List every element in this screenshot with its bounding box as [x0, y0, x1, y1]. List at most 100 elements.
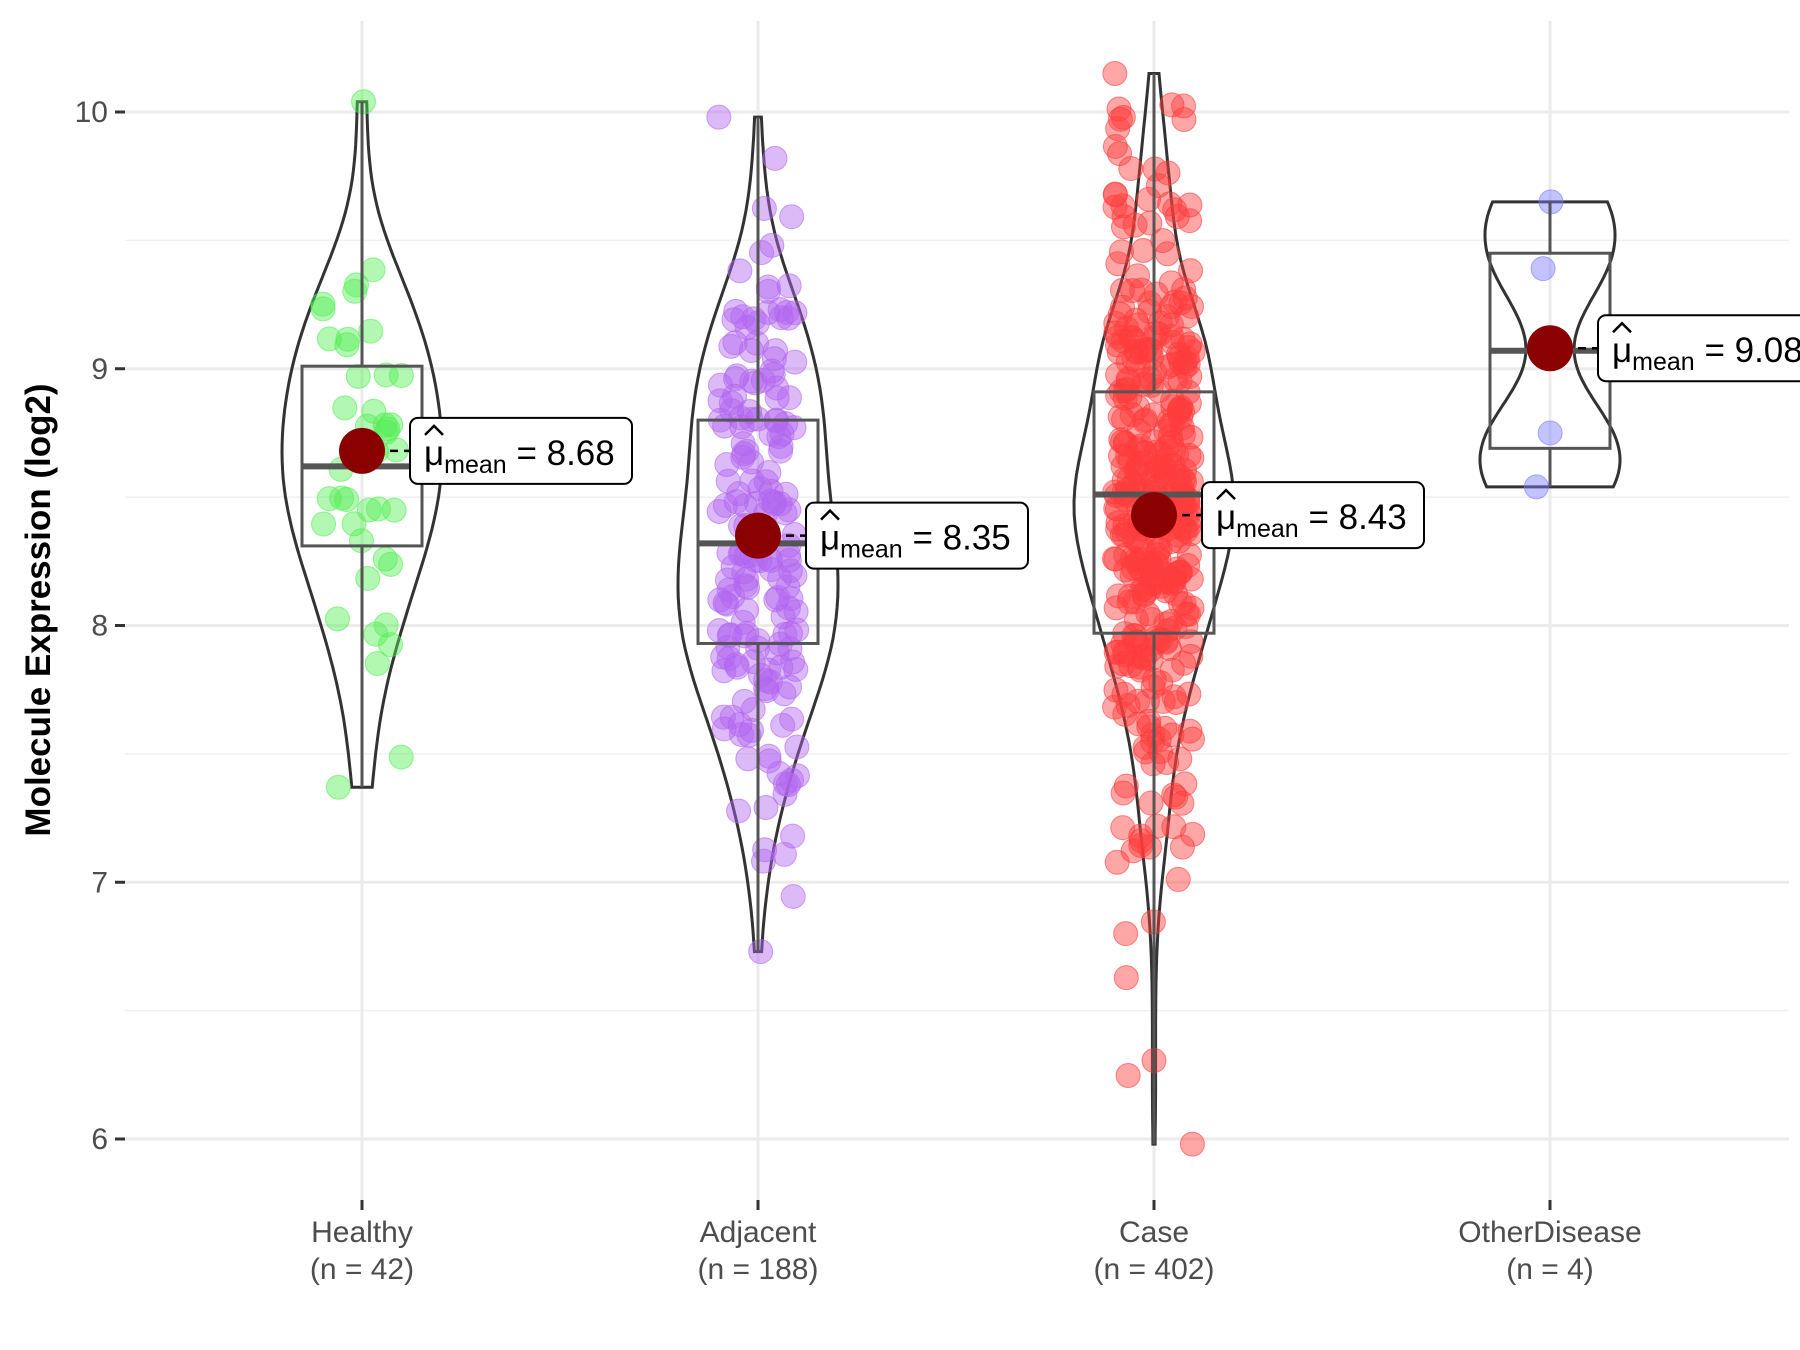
data-point	[358, 318, 384, 344]
data-point	[727, 258, 753, 284]
data-point	[1178, 643, 1204, 669]
data-point	[1130, 238, 1156, 264]
y-tick-label: 10	[75, 96, 108, 129]
data-point	[1105, 116, 1131, 142]
data-point	[1158, 312, 1184, 338]
data-point	[1103, 677, 1129, 703]
data-point	[1171, 650, 1197, 676]
data-point	[1166, 396, 1192, 422]
data-point	[1523, 474, 1549, 500]
data-point	[727, 712, 753, 738]
data-point	[731, 441, 757, 467]
data-point	[776, 305, 802, 331]
data-point	[351, 89, 377, 115]
mean-value: = 9.08	[1695, 331, 1800, 370]
data-point	[1164, 204, 1190, 230]
hat-icon	[424, 424, 444, 436]
data-point	[375, 416, 401, 442]
data-point	[1173, 518, 1199, 544]
y-tick-label: 8	[91, 610, 108, 643]
data-point	[1141, 402, 1167, 428]
data-point	[784, 734, 810, 760]
data-point	[770, 712, 796, 738]
mean-label: μmean = 8.43	[1216, 498, 1407, 543]
data-point	[780, 823, 806, 849]
data-point	[1125, 688, 1151, 714]
data-point	[1105, 583, 1131, 609]
data-point	[1160, 437, 1186, 463]
data-point	[372, 546, 398, 572]
data-point	[748, 939, 774, 965]
data-point	[1163, 581, 1189, 607]
x-tick-label: Healthy	[311, 1216, 413, 1249]
data-point	[1131, 582, 1157, 608]
data-point	[1115, 1062, 1141, 1088]
data-point	[1172, 771, 1198, 797]
data-point	[772, 781, 798, 807]
data-point	[388, 744, 414, 770]
points	[310, 60, 1564, 1157]
data-point	[1180, 821, 1206, 847]
data-point	[1105, 251, 1131, 277]
data-point	[755, 274, 781, 300]
data-point	[373, 612, 399, 638]
data-point	[765, 585, 791, 611]
data-point	[310, 291, 336, 317]
data-point	[345, 363, 371, 389]
violin-healthy	[280, 100, 444, 789]
data-point	[710, 704, 736, 730]
data-point	[1537, 420, 1563, 446]
data-point	[721, 307, 747, 333]
data-point	[1110, 780, 1136, 806]
data-point	[724, 654, 750, 680]
data-point	[1111, 204, 1137, 230]
data-point	[1127, 657, 1153, 683]
data-point	[768, 433, 794, 459]
mean-subscript: mean	[444, 451, 507, 479]
data-point	[718, 333, 744, 359]
data-point	[751, 195, 777, 221]
data-point	[1152, 715, 1178, 741]
data-point	[1113, 773, 1139, 799]
data-point	[1110, 277, 1136, 303]
data-point	[373, 362, 399, 388]
data-point	[734, 597, 760, 623]
data-point	[1139, 564, 1165, 590]
x-tick-label: Case	[1119, 1216, 1189, 1249]
data-point	[706, 618, 732, 644]
mean-label-box	[409, 416, 633, 485]
mean-label-box	[1201, 481, 1425, 550]
data-point	[1123, 629, 1149, 655]
data-point	[335, 326, 361, 352]
data-point	[1124, 339, 1150, 365]
data-point	[1107, 106, 1133, 132]
data-point	[710, 644, 736, 670]
mean-point	[339, 427, 385, 474]
data-point	[1169, 415, 1195, 441]
boxplots	[300, 73, 1612, 1145]
data-point	[747, 476, 773, 502]
data-point	[355, 565, 381, 591]
data-point	[764, 385, 790, 411]
data-point	[1165, 866, 1191, 892]
axes: 6 7 8 9 10 Healthy (n = 42) Adjacent (n = 188) Ca…	[75, 96, 1642, 1286]
data-point	[1159, 92, 1185, 118]
data-point	[1104, 849, 1130, 875]
y-tick-label: 6	[91, 1123, 108, 1156]
data-point	[1172, 354, 1198, 380]
data-point	[1125, 711, 1151, 737]
data-point	[1530, 256, 1556, 282]
data-point	[728, 722, 754, 748]
y-tick-label: 9	[91, 353, 108, 386]
mean-symbol: μ	[1612, 331, 1632, 370]
data-point	[1113, 921, 1139, 947]
violins	[280, 72, 1622, 1146]
data-point	[1158, 294, 1184, 320]
mean-subscript: mean	[1236, 515, 1299, 543]
data-point	[782, 349, 808, 375]
data-point	[779, 204, 805, 230]
violin-adjacent	[676, 115, 840, 954]
data-point	[779, 767, 805, 793]
data-point	[750, 848, 776, 874]
data-point	[363, 621, 389, 647]
